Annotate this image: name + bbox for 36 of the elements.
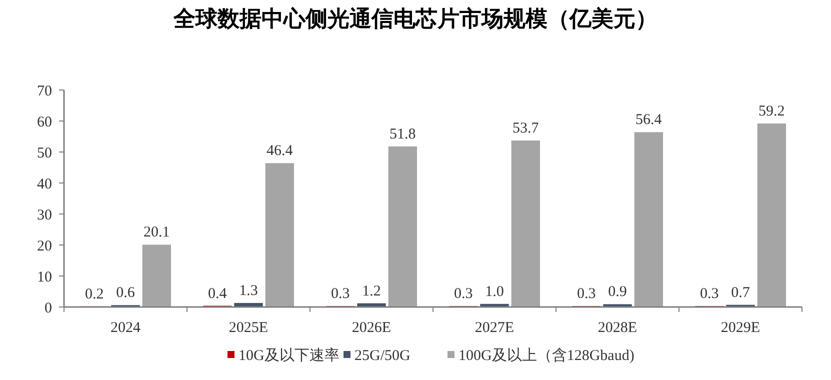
- data-label: 1.2: [362, 283, 381, 300]
- y-tick-label: 30: [37, 207, 52, 224]
- data-label: 20.1: [144, 224, 170, 241]
- y-tick-label: 60: [37, 114, 52, 130]
- y-tick-label: 10: [37, 269, 52, 286]
- y-tick-label: 40: [37, 176, 52, 192]
- x-tick-label: 2029E: [720, 320, 760, 336]
- x-tick-label: 2028E: [598, 320, 638, 336]
- y-tick-label: 50: [37, 145, 52, 162]
- data-label: 0.6: [116, 285, 136, 302]
- chart-title: 全球数据中心侧光通信电芯片市场规模（亿美元）: [172, 6, 658, 32]
- data-label: 1.0: [485, 284, 504, 300]
- data-label: 0.9: [608, 284, 627, 300]
- data-label: 56.4: [636, 112, 662, 128]
- x-tick-label: 2027E: [474, 320, 514, 336]
- y-tick-label: 70: [37, 83, 52, 100]
- x-tick-label: 2024: [110, 320, 141, 336]
- data-label: 0.7: [731, 284, 750, 301]
- data-label: 53.7: [512, 120, 540, 137]
- legend-label: 100G及以上（含128Gbaud): [458, 347, 634, 364]
- data-label: 0.3: [454, 286, 473, 302]
- data-label: 46.4: [266, 143, 294, 160]
- data-label: 1.3: [239, 282, 258, 299]
- data-label: 0.3: [700, 286, 719, 302]
- data-label: 59.2: [758, 103, 785, 120]
- data-label: 0.2: [84, 286, 104, 302]
- data-label: 0.4: [208, 286, 228, 302]
- legend-label: 25G/50G: [354, 348, 410, 364]
- y-tick-label: 0: [44, 300, 52, 316]
- x-tick-label: 2025E: [228, 320, 268, 336]
- data-label: 0.3: [330, 286, 350, 302]
- x-tick-label: 2026E: [352, 320, 392, 336]
- data-label: 51.8: [390, 126, 416, 142]
- data-label: 0.3: [576, 286, 596, 302]
- y-tick-label: 20: [37, 238, 52, 254]
- legend-label: 10G及以下速率: [238, 347, 340, 364]
